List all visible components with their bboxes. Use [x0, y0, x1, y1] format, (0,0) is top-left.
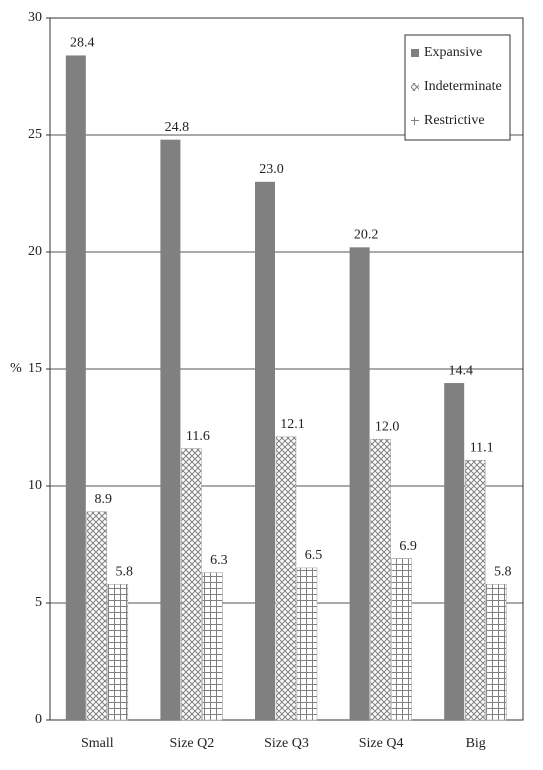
data-label: 20.2 [354, 228, 379, 243]
data-label: 6.5 [305, 548, 323, 563]
bar [370, 438, 391, 721]
x-tick-label: Size Q3 [264, 736, 309, 751]
data-label: 14.4 [448, 363, 473, 378]
bar [65, 55, 86, 720]
data-label: 23.0 [259, 162, 284, 177]
y-tick-label: 5 [35, 595, 42, 610]
bar [391, 558, 412, 721]
data-label: 12.1 [280, 417, 305, 432]
bar [202, 572, 223, 721]
x-tick-label: Small [81, 736, 114, 751]
data-label: 24.8 [165, 120, 190, 135]
y-tick-label: 30 [28, 10, 42, 25]
bar [485, 584, 507, 721]
data-label: 8.9 [95, 492, 113, 507]
legend-label: Expansive [424, 45, 482, 60]
y-tick-label: 10 [28, 478, 42, 493]
legend-swatch [411, 49, 419, 57]
bar [444, 383, 465, 720]
x-tick-label: Big [466, 736, 486, 751]
y-tick-label: 25 [28, 127, 42, 142]
data-label: 12.0 [375, 419, 400, 434]
y-tick-label: 20 [28, 244, 42, 259]
data-label: 6.9 [399, 539, 417, 554]
data-label: 6.3 [210, 553, 228, 568]
bar [464, 460, 486, 721]
bar [160, 139, 181, 720]
legend-box [404, 34, 511, 141]
data-label: 11.6 [186, 429, 210, 444]
data-label: 28.4 [70, 36, 95, 51]
legend: Expansive Indeterminate Restrictive [404, 34, 511, 141]
bar [255, 181, 275, 721]
legend-label: Restrictive [424, 113, 485, 128]
data-label: 5.8 [116, 564, 134, 579]
data-label: 5.8 [494, 564, 512, 579]
bar [86, 511, 108, 721]
legend-swatch [411, 83, 419, 91]
bar [181, 448, 202, 721]
bar [349, 247, 370, 720]
x-tick-label: Size Q4 [359, 736, 404, 751]
data-label: 11.1 [470, 440, 494, 455]
y-tick-label: 0 [35, 712, 42, 727]
bar [296, 567, 318, 721]
y-tick-label: 15 [28, 361, 42, 376]
legend-swatch [411, 117, 419, 125]
y-axis-label: % [10, 361, 22, 376]
x-tick-label: Size Q2 [170, 736, 215, 751]
bar [275, 436, 297, 721]
bar [107, 584, 129, 721]
legend-label: Indeterminate [424, 79, 502, 94]
